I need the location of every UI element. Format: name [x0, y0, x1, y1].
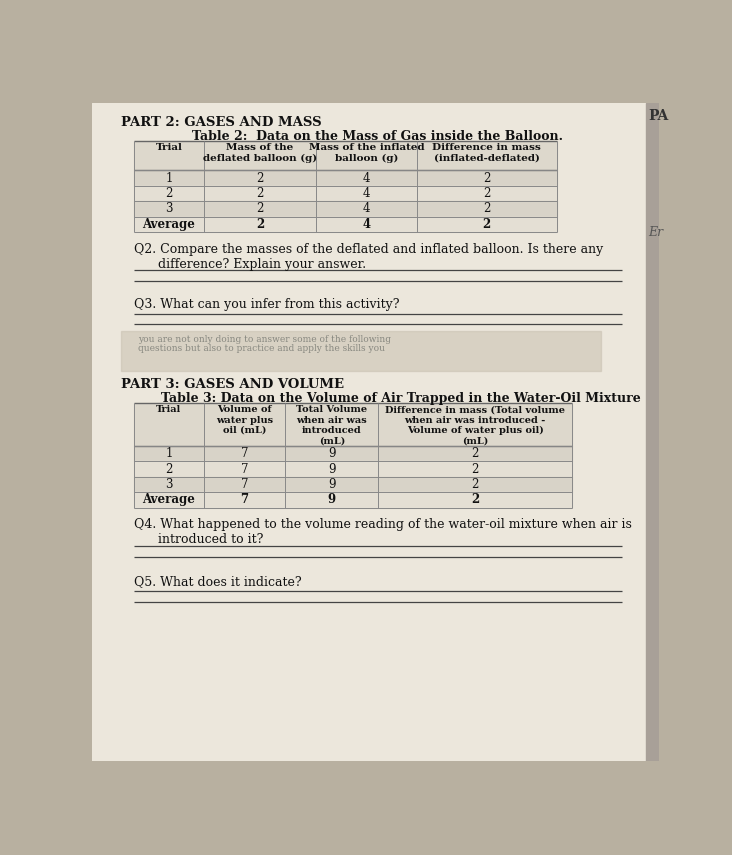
Text: 4: 4 [363, 203, 370, 215]
Text: Difference in mass
(inflated-deflated): Difference in mass (inflated-deflated) [433, 144, 541, 162]
Text: Mass of the inflated
balloon (g): Mass of the inflated balloon (g) [309, 144, 425, 163]
Bar [134, 462, 572, 477]
Text: Total Volume
when air was
introduced
(mL): Total Volume when air was introduced (mL… [296, 405, 367, 445]
Bar [121, 331, 602, 370]
Text: 3: 3 [165, 478, 173, 491]
Text: Q5. What does it indicate?: Q5. What does it indicate? [134, 575, 302, 588]
Bar [134, 141, 556, 170]
Text: you are not only doing to answer some of the following: you are not only doing to answer some of… [138, 335, 391, 345]
Text: 2: 2 [256, 203, 264, 215]
Text: 7: 7 [241, 447, 248, 460]
Text: 9: 9 [328, 463, 335, 475]
Bar [134, 403, 572, 446]
Text: 2: 2 [482, 218, 491, 231]
Bar [134, 186, 556, 201]
Bar [134, 446, 572, 462]
Text: 7: 7 [241, 478, 248, 491]
Bar [134, 170, 556, 186]
Text: Difference in mass (Total volume
when air was introduced -
Volume of water plus : Difference in mass (Total volume when ai… [385, 405, 565, 445]
Text: 2: 2 [471, 493, 479, 506]
Text: Q3. What can you infer from this activity?: Q3. What can you infer from this activit… [134, 298, 400, 311]
Text: 2: 2 [165, 187, 173, 200]
Text: Q2. Compare the masses of the deflated and inflated balloon. Is there any
      : Q2. Compare the masses of the deflated a… [134, 243, 603, 271]
Text: PART 3: GASES AND VOLUME: PART 3: GASES AND VOLUME [121, 378, 344, 392]
Text: 2: 2 [483, 172, 490, 185]
Text: 7: 7 [241, 463, 248, 475]
Text: Table 3: Data on the Volume of Air Trapped in the Water-Oil Mixture: Table 3: Data on the Volume of Air Trapp… [161, 392, 641, 405]
Text: 4: 4 [363, 172, 370, 185]
Text: 9: 9 [328, 447, 335, 460]
Text: 1: 1 [165, 172, 173, 185]
Text: Trial: Trial [156, 144, 182, 152]
Text: 4: 4 [362, 218, 370, 231]
Text: 2: 2 [471, 447, 479, 460]
Text: Table 2:  Data on the Mass of Gas inside the Balloon.: Table 2: Data on the Mass of Gas inside … [193, 130, 563, 144]
Bar [134, 216, 556, 232]
Text: 2: 2 [256, 218, 264, 231]
Text: 7: 7 [241, 493, 249, 506]
Text: Mass of the
deflated balloon (g): Mass of the deflated balloon (g) [203, 144, 317, 163]
Text: questions but also to practice and apply the skills you: questions but also to practice and apply… [138, 345, 385, 353]
Text: 2: 2 [483, 203, 490, 215]
Text: Volume of
water plus
oil (mL): Volume of water plus oil (mL) [216, 405, 273, 435]
Bar [134, 492, 572, 508]
Text: 3: 3 [165, 203, 173, 215]
Text: 2: 2 [256, 187, 264, 200]
Text: 2: 2 [483, 187, 490, 200]
Text: 1: 1 [165, 447, 173, 460]
Text: 9: 9 [328, 493, 336, 506]
Text: Q4. What happened to the volume reading of the water-oil mixture when air is
   : Q4. What happened to the volume reading … [134, 518, 632, 546]
Text: 9: 9 [328, 478, 335, 491]
Text: 2: 2 [256, 172, 264, 185]
Text: 2: 2 [471, 478, 479, 491]
Text: Average: Average [143, 218, 195, 231]
Text: PART 2: GASES AND MASS: PART 2: GASES AND MASS [121, 116, 321, 129]
Text: 4: 4 [363, 187, 370, 200]
Text: 2: 2 [471, 463, 479, 475]
Text: PA: PA [648, 109, 668, 123]
Bar [646, 103, 659, 761]
Text: 2: 2 [165, 463, 173, 475]
Text: Average: Average [143, 493, 195, 506]
Bar [134, 477, 572, 492]
Bar [134, 201, 556, 216]
Text: Er: Er [648, 226, 663, 239]
Text: Trial: Trial [157, 405, 182, 414]
